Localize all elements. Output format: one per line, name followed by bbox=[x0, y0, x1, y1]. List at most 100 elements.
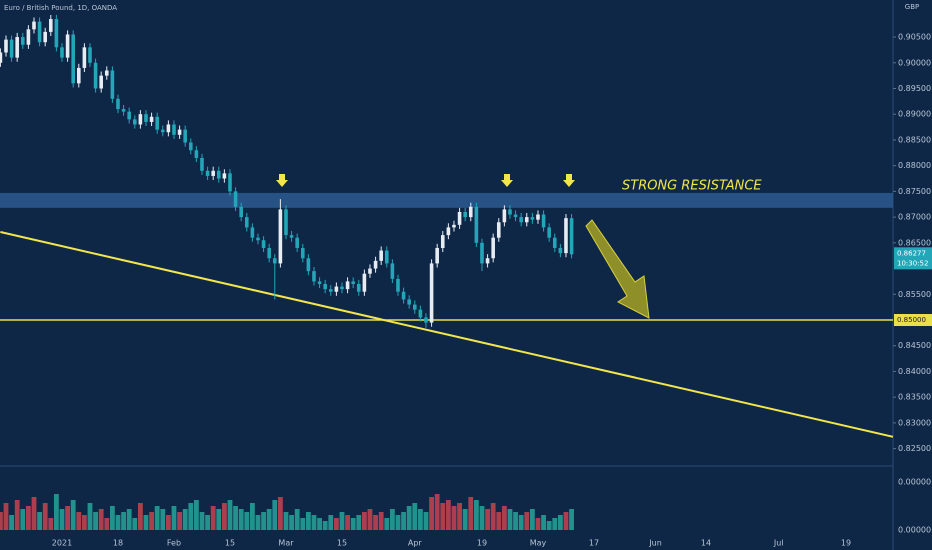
volume-bar bbox=[294, 509, 300, 530]
volume-bar bbox=[154, 506, 160, 530]
volume-bar bbox=[524, 512, 530, 530]
y-tick-label: 0.00000 bbox=[898, 478, 931, 487]
volume-bar bbox=[221, 503, 227, 530]
candle-body bbox=[82, 47, 87, 68]
volume-bar bbox=[261, 512, 266, 530]
candle-body bbox=[76, 67, 81, 84]
volume-bar bbox=[81, 515, 87, 530]
candle-body bbox=[373, 260, 378, 269]
volume-bar bbox=[53, 494, 59, 530]
candle-body bbox=[530, 217, 535, 220]
x-tick-label: Feb bbox=[167, 539, 181, 548]
candle-body bbox=[440, 235, 445, 248]
volume-bar bbox=[361, 512, 367, 530]
volume-bar bbox=[277, 497, 283, 530]
volume-bar bbox=[193, 500, 199, 530]
candle-body bbox=[267, 247, 271, 259]
candle-body bbox=[412, 304, 417, 310]
y-tick-label: 0.85500 bbox=[898, 290, 931, 299]
volume-bar bbox=[115, 515, 121, 530]
volume-bar bbox=[238, 509, 244, 530]
candle-body bbox=[558, 247, 563, 254]
countdown: 10:30:52 bbox=[897, 259, 928, 267]
candle-body bbox=[65, 34, 70, 58]
volume-bar bbox=[501, 506, 507, 530]
volume-bar bbox=[9, 515, 14, 530]
volume-bar bbox=[563, 512, 569, 530]
volume-bar bbox=[31, 497, 37, 530]
support-label-box bbox=[894, 314, 932, 327]
x-tick-label: Jul bbox=[773, 539, 784, 548]
volume-bar bbox=[104, 518, 110, 530]
y-tick-label: 0.84000 bbox=[898, 367, 931, 376]
candle-body bbox=[390, 263, 395, 279]
volume-bar bbox=[132, 518, 138, 530]
candle-body bbox=[480, 242, 484, 264]
currency: GBP bbox=[905, 3, 919, 11]
x-tick-label: 2021 bbox=[52, 539, 72, 548]
volume-bar bbox=[210, 506, 216, 530]
volume-bar bbox=[182, 509, 188, 530]
candle-body bbox=[144, 114, 148, 122]
y-tick-label: 0.86500 bbox=[898, 238, 931, 247]
candle-body bbox=[541, 214, 546, 228]
volume-bar bbox=[490, 503, 496, 530]
candle-body bbox=[15, 37, 19, 58]
price-label-box bbox=[894, 247, 932, 270]
volume-bar bbox=[440, 503, 446, 530]
y-tick-label: 0.88500 bbox=[898, 135, 931, 144]
candle-body bbox=[272, 258, 277, 264]
volume-bar bbox=[93, 512, 98, 530]
volume-bar bbox=[535, 518, 541, 530]
volume-bar bbox=[233, 506, 238, 530]
volume-bar bbox=[137, 503, 143, 530]
volume-bar bbox=[333, 518, 339, 530]
candle-body bbox=[368, 268, 372, 274]
candle-body bbox=[536, 214, 540, 220]
candle-body bbox=[300, 247, 305, 259]
volume-bar bbox=[339, 512, 345, 530]
candle-body bbox=[284, 209, 288, 236]
candle-body bbox=[547, 227, 551, 238]
candle-body bbox=[177, 129, 182, 135]
candle-body bbox=[356, 283, 361, 292]
volume-bar bbox=[266, 509, 272, 530]
candle-body bbox=[312, 271, 316, 282]
volume-bar bbox=[126, 509, 132, 530]
candle-body bbox=[132, 119, 137, 125]
candle-body bbox=[328, 289, 333, 292]
y-tick-label: 0.88000 bbox=[898, 161, 931, 170]
candle-body bbox=[552, 237, 557, 248]
volume-bar bbox=[462, 509, 468, 530]
candle-body bbox=[93, 62, 98, 89]
volume-bar bbox=[70, 500, 76, 530]
x-tick-label: 17 bbox=[589, 539, 599, 548]
candle-body bbox=[362, 273, 367, 292]
candle-body bbox=[228, 173, 232, 192]
volume-bar bbox=[199, 512, 205, 530]
volume-bar bbox=[305, 512, 311, 530]
y-tick-label: 0.00000 bbox=[898, 526, 931, 535]
volume-bar bbox=[25, 506, 31, 530]
y-tick-label: 0.90500 bbox=[898, 33, 931, 42]
candle-body bbox=[424, 317, 428, 323]
volume-bar bbox=[350, 518, 356, 530]
volume-bar bbox=[373, 515, 378, 530]
volume-bar bbox=[507, 509, 513, 530]
volume-bar bbox=[473, 500, 479, 530]
volume-bar bbox=[557, 515, 563, 530]
candle-body bbox=[71, 34, 75, 84]
volume-bar bbox=[227, 500, 233, 530]
candle-body bbox=[502, 209, 507, 223]
volume-bar bbox=[356, 515, 362, 530]
price-label: 0.86277 bbox=[897, 249, 926, 257]
candle-body bbox=[60, 47, 64, 58]
volume-bar bbox=[0, 512, 3, 530]
pointer-arrows bbox=[276, 174, 575, 187]
candle-body bbox=[379, 250, 383, 261]
volume-bar bbox=[401, 512, 406, 530]
volume-bar bbox=[345, 515, 350, 530]
volume-bar bbox=[417, 509, 423, 530]
